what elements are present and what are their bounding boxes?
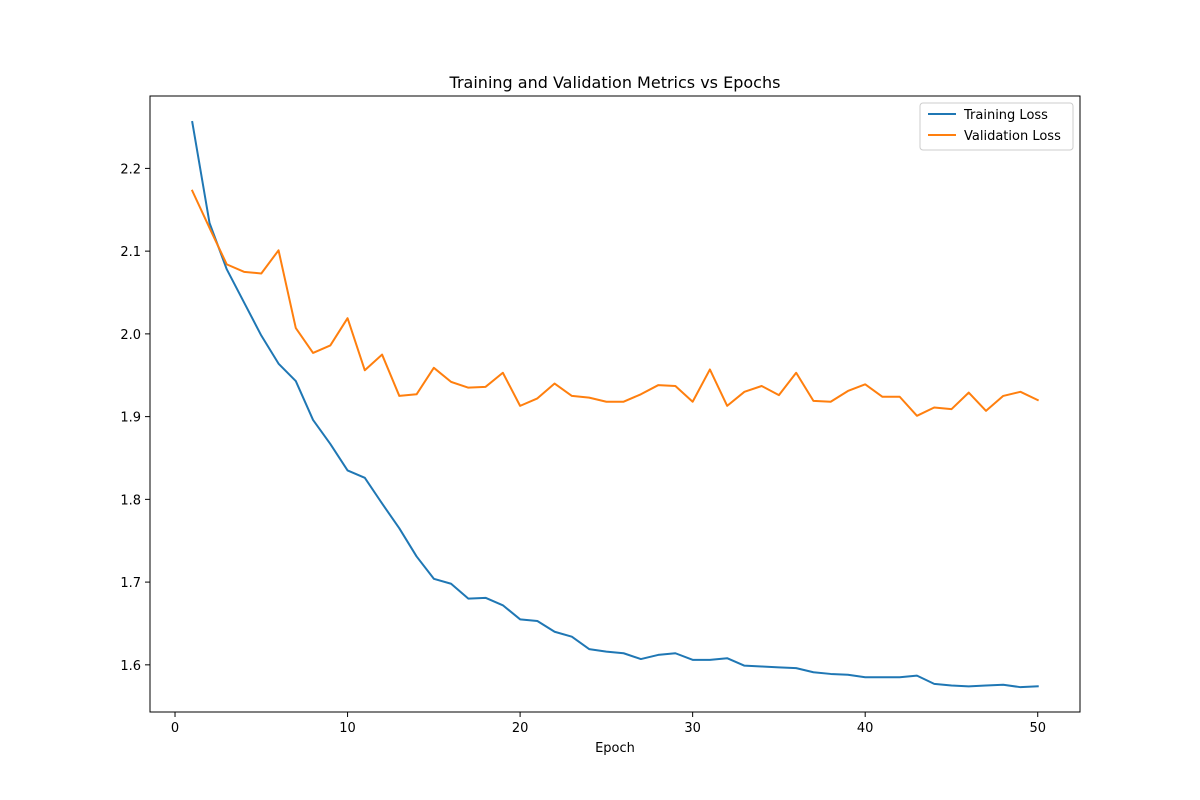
x-tick-label: 0 bbox=[171, 721, 179, 736]
x-tick-label: 10 bbox=[339, 721, 356, 736]
y-tick-label: 1.8 bbox=[120, 493, 141, 508]
y-tick-label: 2.1 bbox=[120, 245, 141, 260]
y-tick-label: 1.6 bbox=[120, 659, 141, 674]
legend-label-training-loss: Training Loss bbox=[963, 108, 1048, 123]
legend-label-validation-loss: Validation Loss bbox=[964, 129, 1061, 144]
y-tick-label: 1.9 bbox=[120, 411, 141, 426]
series-line-validation-loss bbox=[190, 189, 1040, 417]
legend-box bbox=[919, 102, 1074, 151]
y-tick-label: 1.7 bbox=[120, 576, 141, 591]
series-layer bbox=[190, 120, 1040, 689]
chart-title: Training and Validation Metrics vs Epoch… bbox=[449, 73, 781, 92]
y-tick-label: 2.0 bbox=[120, 328, 141, 343]
y-tick-label: 2.2 bbox=[120, 162, 141, 177]
x-tick-label: 30 bbox=[684, 721, 701, 736]
plot-frame bbox=[149, 95, 1081, 713]
series-line-training-loss bbox=[191, 120, 1039, 689]
x-tick-label: 20 bbox=[512, 721, 529, 736]
legend: Training Loss Validation Loss bbox=[919, 102, 1074, 151]
x-axis-label: Epoch bbox=[595, 741, 635, 756]
x-tick-label: 50 bbox=[1029, 721, 1046, 736]
x-axis: 0 10 20 30 40 50 bbox=[171, 712, 1046, 736]
x-tick-label: 40 bbox=[857, 721, 874, 736]
y-axis: 1.6 1.7 1.8 1.9 2.0 2.1 2.2 bbox=[120, 162, 150, 674]
